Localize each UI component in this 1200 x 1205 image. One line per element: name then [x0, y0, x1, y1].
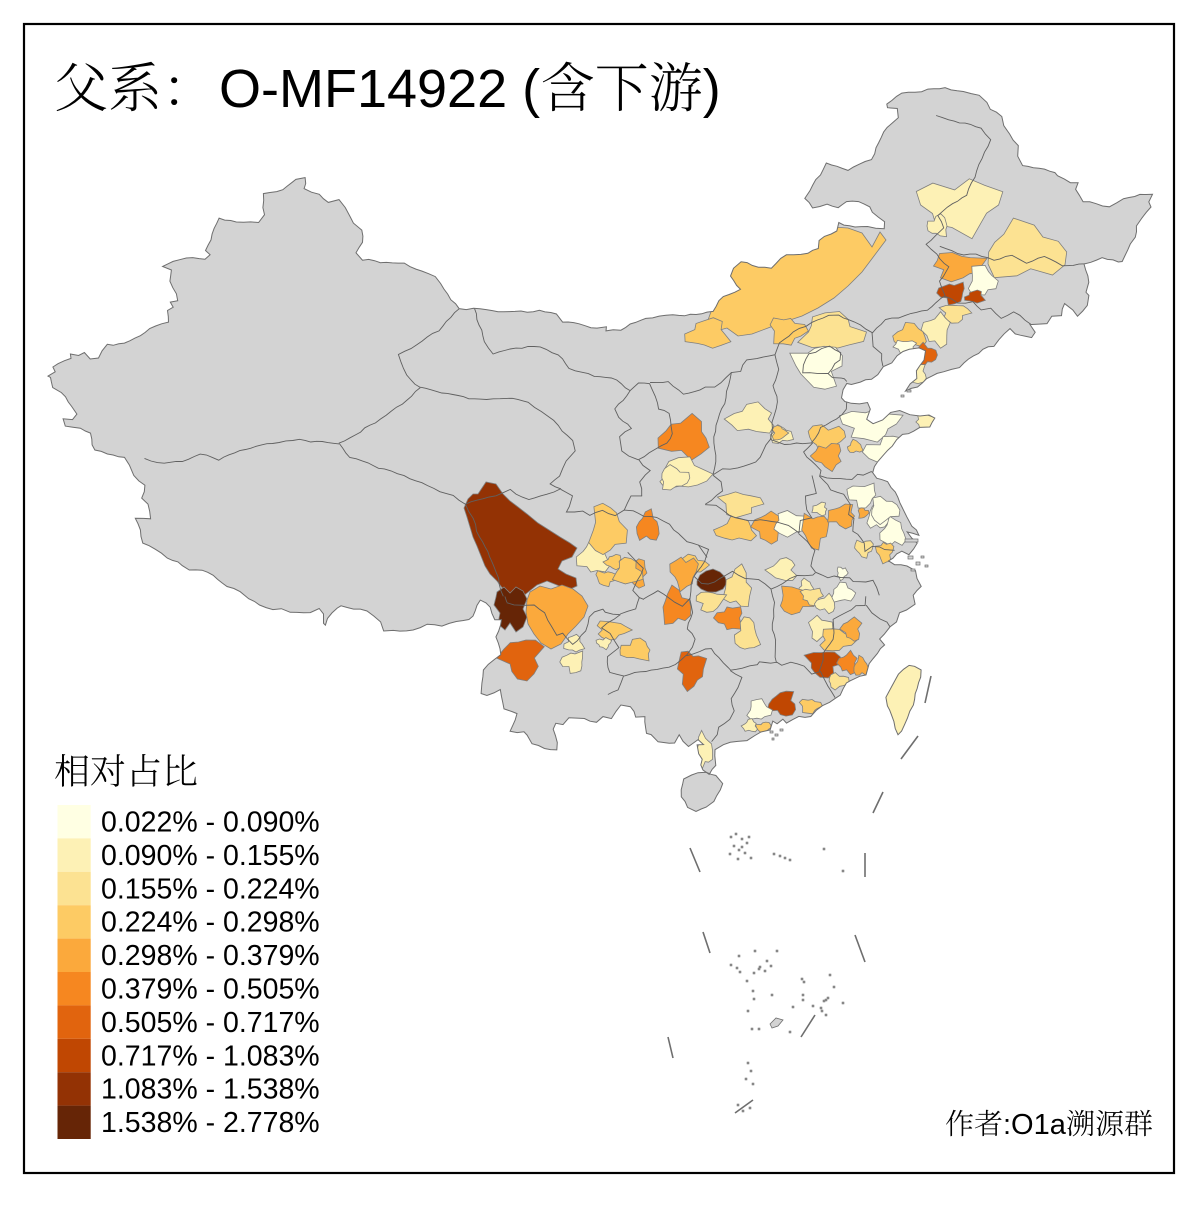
svg-text:): )	[703, 59, 721, 119]
svg-text:0.155% - 0.224%: 0.155% - 0.224%	[101, 873, 320, 905]
svg-text:1.083% - 1.538%: 1.083% - 1.538%	[101, 1074, 320, 1106]
svg-text:0.224% - 0.298%: 0.224% - 0.298%	[101, 907, 320, 939]
svg-text:0.379% - 0.505%: 0.379% - 0.505%	[101, 974, 320, 1006]
svg-text:1.538% - 2.778%: 1.538% - 2.778%	[101, 1107, 320, 1139]
svg-text:0.505% - 0.717%: 0.505% - 0.717%	[101, 1007, 320, 1039]
svg-text:O-MF14922 (: O-MF14922 (	[219, 59, 540, 119]
svg-text:0.022% - 0.090%: 0.022% - 0.090%	[101, 807, 320, 839]
svg-text::O1a: :O1a	[1003, 1109, 1067, 1141]
svg-text:0.090% - 0.155%: 0.090% - 0.155%	[101, 840, 320, 872]
svg-text:0.717% - 1.083%: 0.717% - 1.083%	[101, 1040, 320, 1072]
svg-text:0.298% - 0.379%: 0.298% - 0.379%	[101, 940, 320, 972]
